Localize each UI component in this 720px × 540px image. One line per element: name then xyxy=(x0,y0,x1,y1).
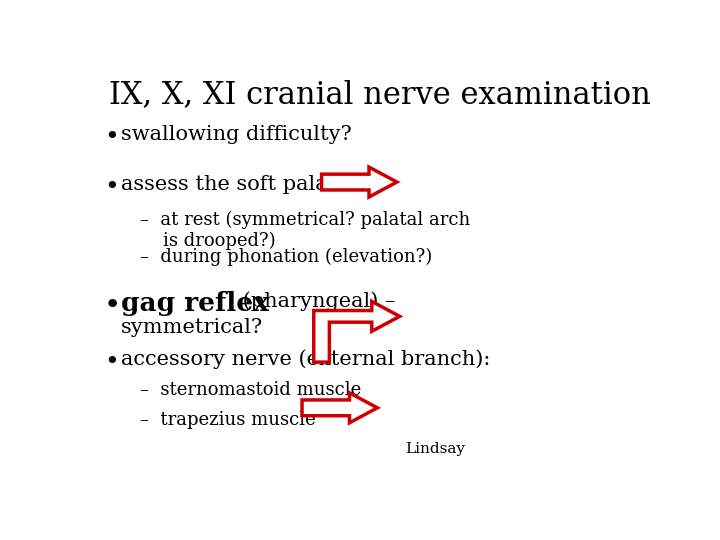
Text: symmetrical?: symmetrical? xyxy=(121,319,263,338)
Text: swallowing difficulty?: swallowing difficulty? xyxy=(121,125,351,144)
Text: gag reflex: gag reflex xyxy=(121,292,269,316)
Polygon shape xyxy=(302,393,377,423)
Text: Lindsay: Lindsay xyxy=(405,442,465,456)
Text: IX, X, XI cranial nerve examination: IX, X, XI cranial nerve examination xyxy=(109,79,651,110)
Text: –  trapezius muscle: – trapezius muscle xyxy=(140,411,316,429)
Text: •: • xyxy=(104,175,119,199)
Text: (pharyngeal) –: (pharyngeal) – xyxy=(236,292,395,311)
Text: –  during phonation (elevation?): – during phonation (elevation?) xyxy=(140,248,433,266)
Text: accessory nerve (external branch):: accessory nerve (external branch): xyxy=(121,349,490,369)
Text: •: • xyxy=(104,125,119,149)
Text: –  sternomastoid muscle: – sternomastoid muscle xyxy=(140,381,361,399)
Polygon shape xyxy=(322,167,397,197)
Polygon shape xyxy=(314,301,400,362)
Text: –  at rest (symmetrical? palatal arch
    is drooped?): – at rest (symmetrical? palatal arch is … xyxy=(140,210,470,249)
Text: assess the soft palate: assess the soft palate xyxy=(121,175,348,194)
Text: •: • xyxy=(104,292,121,320)
Text: •: • xyxy=(104,349,119,374)
